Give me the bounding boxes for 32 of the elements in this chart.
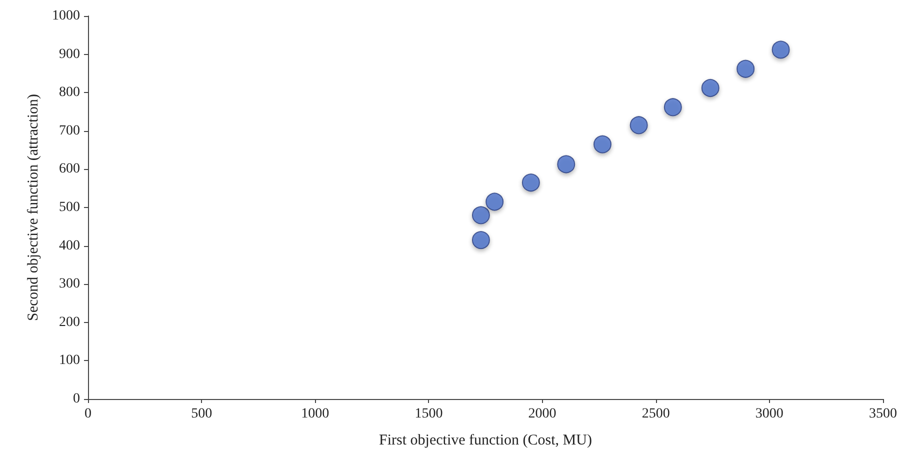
point: [630, 116, 648, 134]
y-tick-label: 100: [59, 353, 80, 368]
x-tick-label: 2500: [642, 406, 670, 422]
point: [472, 206, 490, 224]
x-tick-label: 1500: [414, 406, 443, 422]
x-tick-label: 1000: [301, 406, 330, 422]
y-tick-label: 300: [59, 276, 80, 292]
y-tick-label: 800: [59, 85, 80, 100]
x-tick-label: 3500: [869, 406, 897, 422]
x-tick-label: 3000: [755, 406, 784, 422]
point: [472, 231, 490, 250]
x-tick-label: 500: [191, 406, 212, 422]
x-tick-label: 2000: [528, 406, 556, 422]
y-tick-label: 400: [59, 238, 80, 254]
y-tick-label: 1000: [52, 8, 80, 24]
y-tick-label: 0: [73, 392, 80, 406]
point: [701, 79, 720, 97]
y-axis-title: Second objective function (attraction): [26, 94, 42, 321]
point: [772, 40, 790, 59]
point: [664, 98, 682, 116]
point: [522, 174, 540, 192]
x-axis-title: First objective function (Cost, MU): [379, 432, 592, 448]
y-tick-label: 500: [59, 200, 80, 215]
x-tick-label: 0: [84, 406, 92, 422]
y-tick-label: 900: [59, 46, 80, 62]
y-tick-label: 700: [59, 123, 80, 138]
y-tick-label: 600: [59, 162, 80, 177]
y-tick-label: 200: [59, 314, 80, 330]
point: [557, 155, 576, 174]
point: [593, 135, 612, 154]
point: [736, 60, 755, 78]
point: [486, 192, 504, 211]
